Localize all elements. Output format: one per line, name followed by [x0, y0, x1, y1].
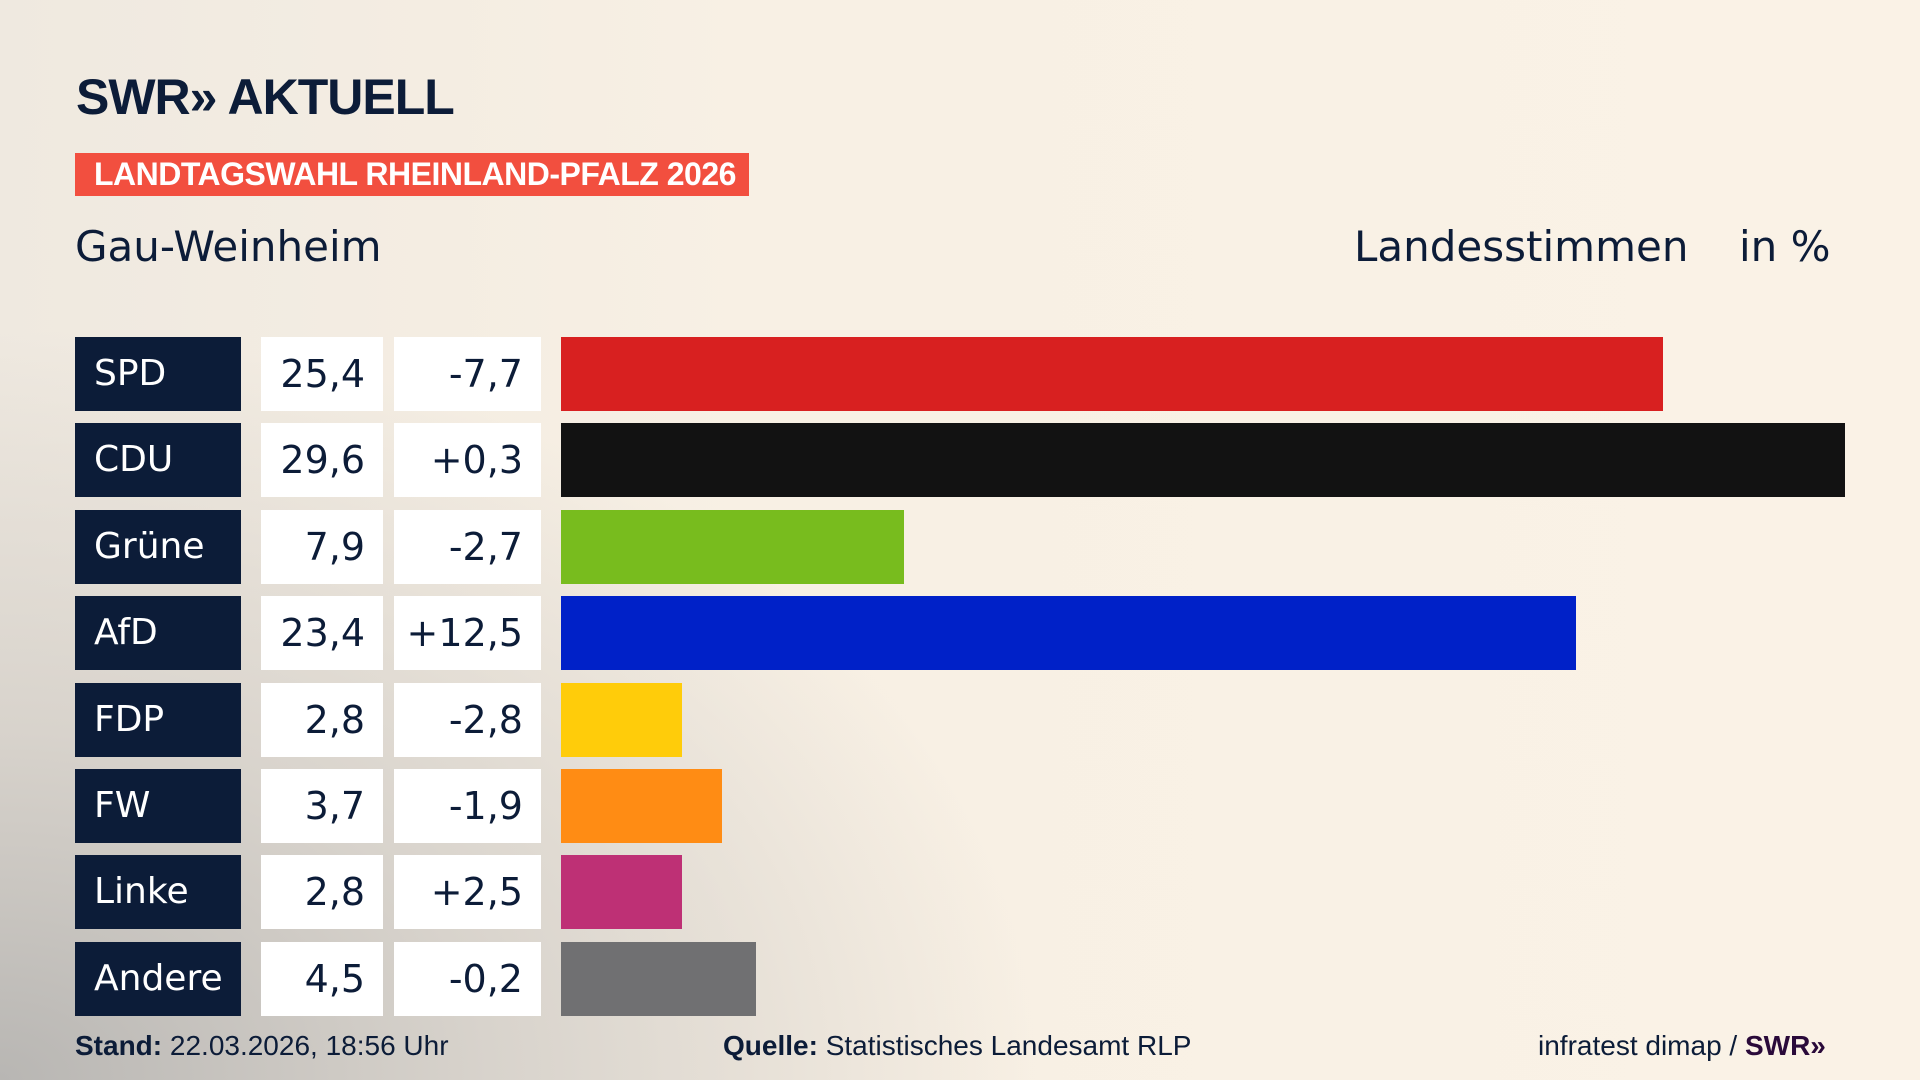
party-label: SPD: [75, 337, 241, 411]
value-label: 23,4: [261, 596, 383, 671]
party-label: FW: [75, 769, 241, 843]
bar-andere: [561, 941, 757, 1016]
change-label: +2,5: [394, 855, 541, 930]
change-label: +0,3: [394, 423, 541, 498]
bar-grüne: [561, 509, 904, 584]
change-label: -7,7: [394, 337, 541, 411]
value-label: 2,8: [261, 855, 383, 930]
change-label: -0,2: [394, 941, 541, 1016]
region-title: Gau-Weinheim: [75, 222, 382, 271]
bar-fw: [561, 769, 722, 843]
change-label: -2,8: [394, 682, 541, 757]
party-label: Andere: [75, 941, 241, 1016]
credit: infratest dimap / SWR»: [1538, 1030, 1826, 1062]
timestamp: Stand: 22.03.2026, 18:56 Uhr: [75, 1030, 449, 1062]
bar-cdu: [561, 423, 1845, 498]
party-label: Grüne: [75, 509, 241, 584]
bar-afd: [561, 596, 1577, 671]
metric-label: Landesstimmen: [1354, 222, 1689, 271]
value-label: 29,6: [261, 423, 383, 498]
credit-text: infratest dimap /: [1538, 1030, 1738, 1061]
swr-logo: SWR»: [1744, 1030, 1826, 1061]
party-label: AfD: [75, 596, 241, 671]
bar-linke: [561, 855, 683, 930]
swr-aktuell-logo: SWR» AKTUELL: [76, 69, 455, 125]
source-label: Quelle:: [723, 1030, 818, 1061]
unit-label: in %: [1739, 222, 1831, 271]
election-banner: LANDTAGSWAHL RHEINLAND-PFALZ 2026: [75, 153, 749, 196]
bar-fdp: [561, 682, 683, 757]
value-label: 4,5: [261, 941, 383, 1016]
party-label: FDP: [75, 682, 241, 757]
stand-value: 22.03.2026, 18:56 Uhr: [169, 1030, 449, 1061]
bar-spd: [561, 337, 1663, 411]
party-label: CDU: [75, 423, 241, 498]
value-label: 25,4: [261, 337, 383, 411]
source: Quelle: Statistisches Landesamt RLP: [723, 1030, 1191, 1062]
value-label: 2,8: [261, 682, 383, 757]
value-label: 3,7: [261, 769, 383, 843]
change-label: +12,5: [394, 596, 541, 671]
stand-label: Stand:: [75, 1030, 163, 1061]
change-label: -1,9: [394, 769, 541, 843]
source-value: Statistisches Landesamt RLP: [825, 1030, 1192, 1061]
value-label: 7,9: [261, 509, 383, 584]
party-label: Linke: [75, 855, 241, 930]
change-label: -2,7: [394, 509, 541, 584]
